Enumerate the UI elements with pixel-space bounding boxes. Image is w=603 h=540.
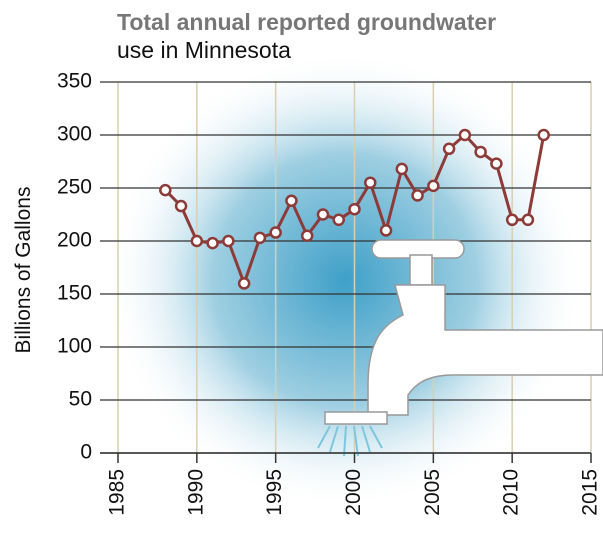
y-tick-label: 50: [69, 388, 92, 411]
x-tick-label: 2005: [421, 469, 444, 516]
data-point: [397, 164, 407, 174]
y-tick-label: 300: [57, 123, 92, 146]
data-point: [491, 159, 501, 169]
y-tick-label: 200: [57, 229, 92, 252]
data-point: [318, 210, 328, 220]
y-axis-label: Billions of Gallons: [12, 187, 35, 354]
data-point: [223, 236, 233, 246]
data-point: [476, 147, 486, 157]
data-point: [192, 236, 202, 246]
data-point: [208, 238, 218, 248]
data-point: [271, 228, 281, 238]
data-point: [255, 233, 265, 243]
y-tick-label: 150: [57, 282, 92, 305]
data-point: [523, 215, 533, 225]
data-point: [381, 225, 391, 235]
data-point: [507, 215, 517, 225]
y-tick-label: 350: [57, 70, 92, 93]
y-tick-label: 100: [57, 335, 92, 358]
data-point: [334, 215, 344, 225]
data-point: [239, 278, 249, 288]
data-point: [160, 185, 170, 195]
x-tick-label: 1990: [184, 469, 207, 516]
data-point: [365, 178, 375, 188]
x-tick-label: 1985: [106, 469, 129, 516]
y-tick-label: 0: [80, 441, 92, 464]
data-point: [350, 204, 360, 214]
data-point: [176, 201, 186, 211]
data-point: [428, 181, 438, 191]
y-tick-label: 250: [57, 176, 92, 199]
x-tick-label: 1995: [263, 469, 286, 516]
data-point: [286, 196, 296, 206]
data-point: [302, 231, 312, 241]
x-tick-label: 2015: [579, 469, 602, 516]
data-point: [460, 130, 470, 140]
x-tick-label: 2010: [500, 469, 523, 516]
chart-title: Total annual reported groundwater: [117, 9, 496, 35]
data-point: [444, 144, 454, 154]
x-tick-label: 2000: [342, 469, 365, 516]
data-point: [413, 190, 423, 200]
chart-subtitle: use in Minnesota: [117, 37, 291, 63]
data-point: [539, 130, 549, 140]
chart: Total annual reported groundwater use in…: [0, 0, 603, 540]
